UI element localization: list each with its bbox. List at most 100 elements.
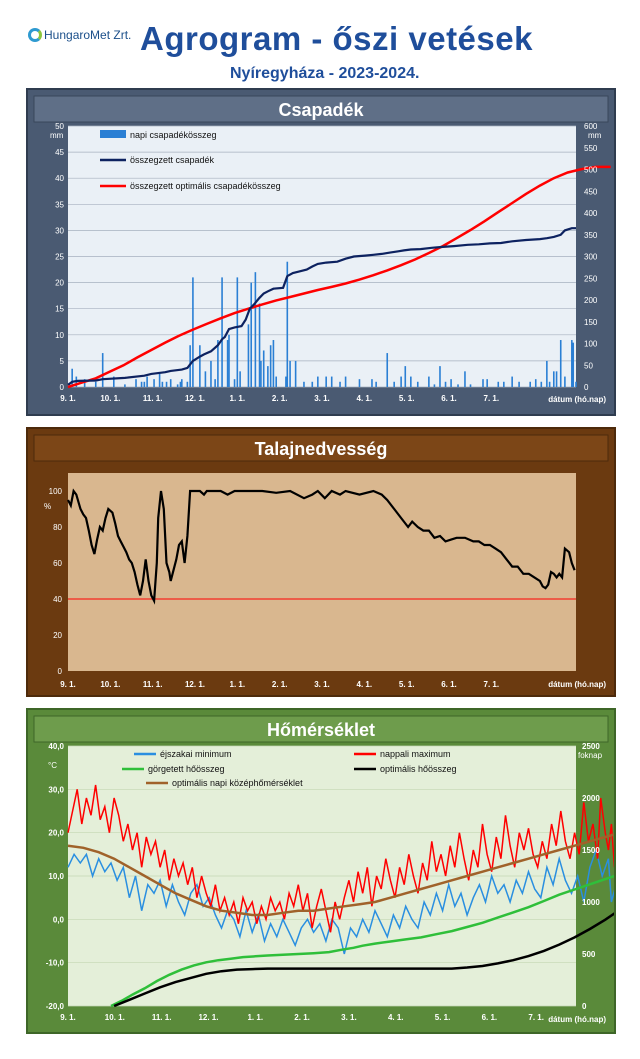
precipitation-daily-bar xyxy=(450,379,452,387)
precipitation-daily-bar xyxy=(511,376,513,387)
precipitation-daily-bar xyxy=(534,379,537,387)
precipitation-daily-bar xyxy=(140,381,143,387)
soil-moisture-tick-label: 0 xyxy=(58,667,63,676)
precipitation-daily-bar xyxy=(548,381,551,387)
temperature-left-tick-label: 30,0 xyxy=(48,785,64,794)
precipitation-daily-bar xyxy=(444,381,447,387)
precipitation-daily-bar xyxy=(546,360,548,387)
temperature-right-tick-label: 1000 xyxy=(582,898,600,907)
precipitation-daily-bar xyxy=(247,324,250,387)
temperature-right-tick-label: 500 xyxy=(582,950,596,959)
precipitation-x-tick-label: 11. 1. xyxy=(143,394,163,403)
soil-moisture-x-tick-label: 9. 1. xyxy=(60,680,76,689)
precipitation-left-unit: mm xyxy=(50,131,64,140)
precipitation-right-tick-label: 500 xyxy=(584,166,598,175)
temperature-panel: Hőmérséklet -20,0 -10,0 0,0 10,0 20,0 30,0 40,… xyxy=(26,708,640,1034)
soil-moisture-title-bar xyxy=(33,434,609,462)
temperature-left-tick-label: 0,0 xyxy=(53,915,65,924)
temperature-x-tick-label: 9. 1. xyxy=(60,1013,76,1022)
precipitation-daily-bar xyxy=(210,360,212,387)
precipitation-daily-bar xyxy=(371,379,373,387)
precipitation-daily-bar xyxy=(83,379,86,387)
precipitation-left-tick-label: 45 xyxy=(55,148,64,157)
precipitation-daily-bar xyxy=(386,353,389,387)
precipitation-daily-bar xyxy=(71,368,73,387)
precipitation-daily-bar xyxy=(464,371,466,387)
precipitation-daily-bar xyxy=(572,342,575,387)
precipitation-daily-bar xyxy=(375,381,377,387)
precipitation-daily-bar xyxy=(486,379,488,387)
precipitation-x-tick-label: 9. 1. xyxy=(60,394,76,403)
precipitation-daily-bar xyxy=(344,376,347,387)
temperature-x-tick-label: 10. 1. xyxy=(105,1013,125,1022)
precipitation-daily-bar xyxy=(239,371,241,387)
precipitation-daily-bar xyxy=(153,379,155,387)
precipitation-x-tick-label: 3. 1. xyxy=(314,394,330,403)
temperature-right-unit: foknap xyxy=(578,751,603,760)
precipitation-daily-bar xyxy=(267,366,269,387)
precipitation-daily-bar xyxy=(250,282,253,387)
temperature-right-tick-label: 2000 xyxy=(582,794,600,803)
legend-daily-precip-swatch xyxy=(100,130,126,138)
precipitation-title: Csapadék xyxy=(278,100,364,120)
precipitation-right-tick-label: 150 xyxy=(584,318,598,327)
legend-optimal-heat-sum-label: optimális hőösszeg xyxy=(380,764,457,774)
precipitation-daily-bar xyxy=(311,381,314,387)
precipitation-daily-bar xyxy=(571,340,573,387)
precipitation-daily-bar xyxy=(169,379,172,387)
precipitation-daily-bar xyxy=(262,350,265,387)
precipitation-daily-bar xyxy=(204,371,207,387)
soil-moisture-x-tick-label: 10. 1. xyxy=(100,680,120,689)
precipitation-x-tick-label: 7. 1. xyxy=(484,394,500,403)
precipitation-title-bar xyxy=(33,95,609,123)
precipitation-daily-bar xyxy=(161,381,164,387)
precipitation-daily-bar xyxy=(559,340,562,387)
precipitation-daily-bar xyxy=(294,360,297,387)
temperature-chart: Hőmérséklet -20,0 -10,0 0,0 10,0 20,0 30,0 40,… xyxy=(33,715,640,1024)
precipitation-right-tick-label: 200 xyxy=(584,296,598,305)
precipitation-daily-bar xyxy=(217,340,219,387)
precipitation-daily-bar xyxy=(439,366,441,387)
temperature-x-label: dátum (hó.nap) xyxy=(548,1015,606,1024)
temperature-title-bar xyxy=(33,715,609,743)
soil-moisture-tick-label: 80 xyxy=(53,523,62,532)
soil-moisture-x-tick-label: 12. 1. xyxy=(185,680,205,689)
soil-moisture-line xyxy=(67,488,576,605)
precipitation-daily-bar xyxy=(269,345,272,387)
precipitation-daily-bar xyxy=(469,384,472,387)
precipitation-daily-bar xyxy=(94,381,97,387)
precipitation-daily-bar xyxy=(404,366,407,387)
optimal-heat-sum-line xyxy=(113,892,640,1008)
temperature-x-tick-label: 2. 1. xyxy=(294,1013,310,1022)
optimal-daily-mean-line xyxy=(67,826,640,917)
temperature-x-tick-label: 6. 1. xyxy=(482,1013,498,1022)
precipitation-daily-bar xyxy=(289,360,291,387)
soil-moisture-tick-label: 20 xyxy=(53,631,62,640)
soil-moisture-x-tick-label: 11. 1. xyxy=(143,680,163,689)
precipitation-left-tick-label: 15 xyxy=(55,305,64,314)
precipitation-x-tick-label: 4. 1. xyxy=(357,394,373,403)
temperature-right-tick-label: 0 xyxy=(582,1002,587,1011)
precipitation-daily-bar xyxy=(358,379,361,387)
precipitation-right-tick-label: 600 xyxy=(584,122,598,131)
precipitation-x-tick-label: 2. 1. xyxy=(272,394,288,403)
precipitation-right-tick-label: 250 xyxy=(584,274,598,283)
legend-day-maximum-label: nappali maximum xyxy=(380,749,451,759)
precipitation-x-tick-label: 1. 1. xyxy=(230,394,246,403)
precipitation-daily-bar xyxy=(555,371,558,387)
temperature-x-tick-label: 12. 1. xyxy=(198,1013,218,1022)
logo-icon xyxy=(28,28,42,42)
soil-moisture-chart: Talajnedvesség 0 20 40 60 80 100 9. 1. 10. 1. 11… xyxy=(33,434,609,689)
precipitation-daily-bar xyxy=(393,381,395,387)
precipitation-right-tick-label: 100 xyxy=(584,340,598,349)
temperature-x-tick-label: 4. 1. xyxy=(388,1013,404,1022)
precipitation-right-tick-label: 400 xyxy=(584,209,598,218)
precipitation-daily-bar xyxy=(275,376,277,387)
precipitation-daily-bar xyxy=(330,376,333,387)
temperature-left-tick-label: -10,0 xyxy=(46,959,65,968)
precipitation-daily-bar xyxy=(339,381,341,387)
precipitation-daily-bar xyxy=(428,376,430,387)
soil-moisture-panel: Talajnedvesség 0 20 40 60 80 100 9. 1. 10. 1. 11… xyxy=(26,427,616,697)
precipitation-daily-bar xyxy=(433,384,436,387)
soil-moisture-x-tick-label: 3. 1. xyxy=(314,680,330,689)
